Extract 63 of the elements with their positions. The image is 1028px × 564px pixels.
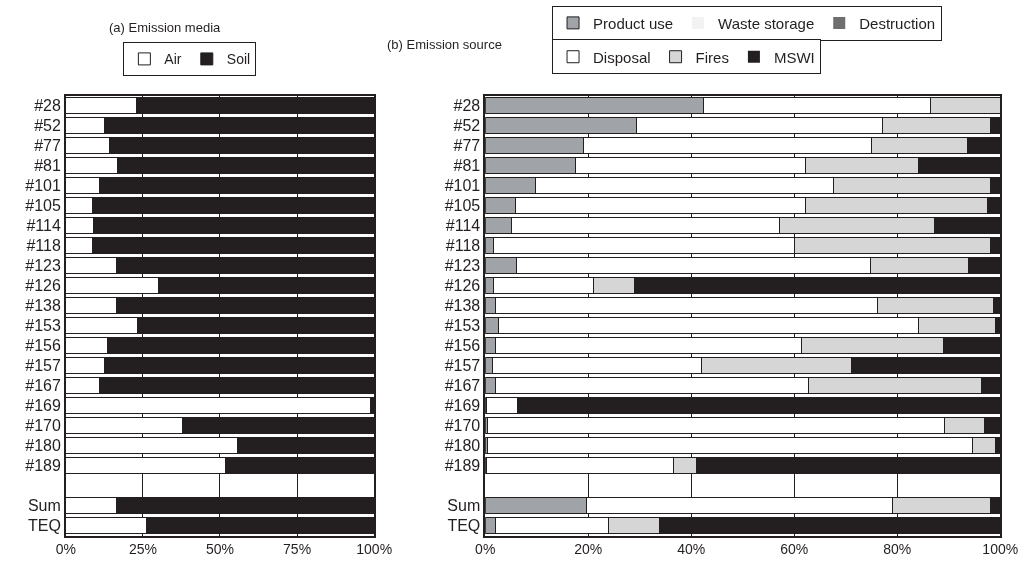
y-tick-label: #156 — [25, 337, 61, 355]
y-tick-label: #52 — [34, 117, 61, 135]
y-tick-label: #169 — [25, 397, 61, 415]
y-tick-label: #138 — [25, 297, 61, 315]
x-tick-label: 60% — [780, 541, 809, 558]
y-tick-label: #101 — [444, 177, 481, 195]
y-tick-label: #180 — [25, 437, 61, 455]
legend-label: Soil — [226, 51, 251, 68]
x-tick-label: 80% — [883, 541, 912, 558]
legend-label: Destruction — [859, 14, 936, 32]
x-tick-label: 50% — [205, 541, 235, 558]
y-tick-label: #105 — [25, 197, 61, 215]
y-tick-label: #126 — [25, 277, 61, 295]
y-tick-label: #81 — [34, 157, 61, 175]
legend-label: Air — [164, 51, 182, 68]
y-tick-label: Sum — [447, 497, 481, 515]
y-tick-label: #28 — [34, 97, 61, 115]
x-tick-label: 40% — [677, 541, 706, 558]
y-tick-label: #123 — [25, 257, 61, 275]
y-tick-label: #101 — [25, 177, 61, 195]
y-tick-label: #105 — [444, 197, 481, 215]
y-tick-label: #123 — [444, 257, 481, 275]
chart-title: (a) Emission media — [109, 20, 222, 35]
y-tick-label: #167 — [444, 377, 481, 395]
legend-label: Waste storage — [718, 14, 815, 32]
y-tick-label: #126 — [444, 277, 481, 295]
y-tick-label: #170 — [444, 417, 481, 435]
y-tick-label: #52 — [453, 117, 481, 135]
y-tick-label: #114 — [26, 217, 61, 235]
x-tick-label: 75% — [283, 541, 312, 558]
y-tick-label: #156 — [444, 337, 481, 355]
y-tick-label: #81 — [453, 157, 481, 175]
y-tick-label: #114 — [445, 217, 481, 235]
y-tick-label: TEQ — [27, 517, 61, 535]
y-tick-label: #153 — [444, 317, 481, 335]
x-tick-label: 100% — [982, 541, 1019, 558]
y-tick-label: TEQ — [447, 517, 481, 535]
x-tick-label: 25% — [128, 541, 157, 558]
y-tick-label: #189 — [25, 457, 61, 475]
y-tick-label: #118 — [26, 237, 61, 255]
y-tick-label: Sum — [27, 497, 61, 515]
x-tick-label: 20% — [574, 541, 603, 558]
y-tick-label: #28 — [453, 97, 481, 115]
y-tick-label: #157 — [444, 357, 481, 375]
legend-label: MSWI — [773, 48, 815, 66]
y-tick-label: #189 — [444, 457, 481, 475]
y-tick-label: #77 — [453, 137, 481, 155]
y-tick-label: #157 — [25, 357, 61, 375]
legend-label: Product use — [593, 14, 674, 32]
y-tick-label: #180 — [444, 437, 481, 455]
x-tick-label: 0% — [475, 541, 496, 558]
x-tick-label: 100% — [356, 541, 393, 558]
y-tick-label: #138 — [444, 297, 481, 315]
y-tick-label: #170 — [25, 417, 61, 435]
y-tick-label: #169 — [444, 397, 481, 415]
y-tick-label: #118 — [445, 237, 481, 255]
y-tick-label: #153 — [25, 317, 61, 335]
legend-label: Fires — [695, 48, 729, 66]
y-tick-label: #167 — [25, 377, 61, 395]
x-tick-label: 0% — [55, 541, 76, 558]
chart-title: (b) Emission source — [387, 37, 502, 52]
legend-label: Disposal — [593, 48, 651, 66]
y-tick-label: #77 — [34, 137, 61, 155]
